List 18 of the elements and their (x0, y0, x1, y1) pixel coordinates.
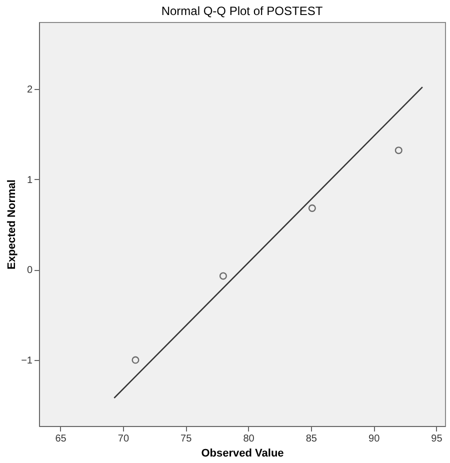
point (394, 146, 402, 154)
x-tick-label: 80 (243, 434, 255, 444)
x-tick-label: 65 (55, 434, 67, 444)
y-axis-title: Expected Normal (6, 180, 18, 270)
y-tick-label: 2 (26, 84, 33, 96)
chart-title: Normal Q-Q Plot of POSTEST (161, 4, 324, 18)
point (132, 356, 140, 364)
x-tick-label: 75 (180, 434, 192, 444)
point (308, 204, 316, 212)
y-tick-label: 0 (26, 265, 33, 276)
x-tick-label: 95 (431, 434, 443, 444)
x-tick-label: 90 (368, 434, 380, 444)
x-tick-label: 70 (118, 434, 130, 444)
x-axis-title: Observed Value (201, 448, 284, 460)
y-tick-label: 1 (26, 174, 33, 186)
point (219, 272, 227, 280)
y-tick-label: −1 (21, 356, 33, 367)
x-tick-label: 85 (306, 434, 318, 444)
